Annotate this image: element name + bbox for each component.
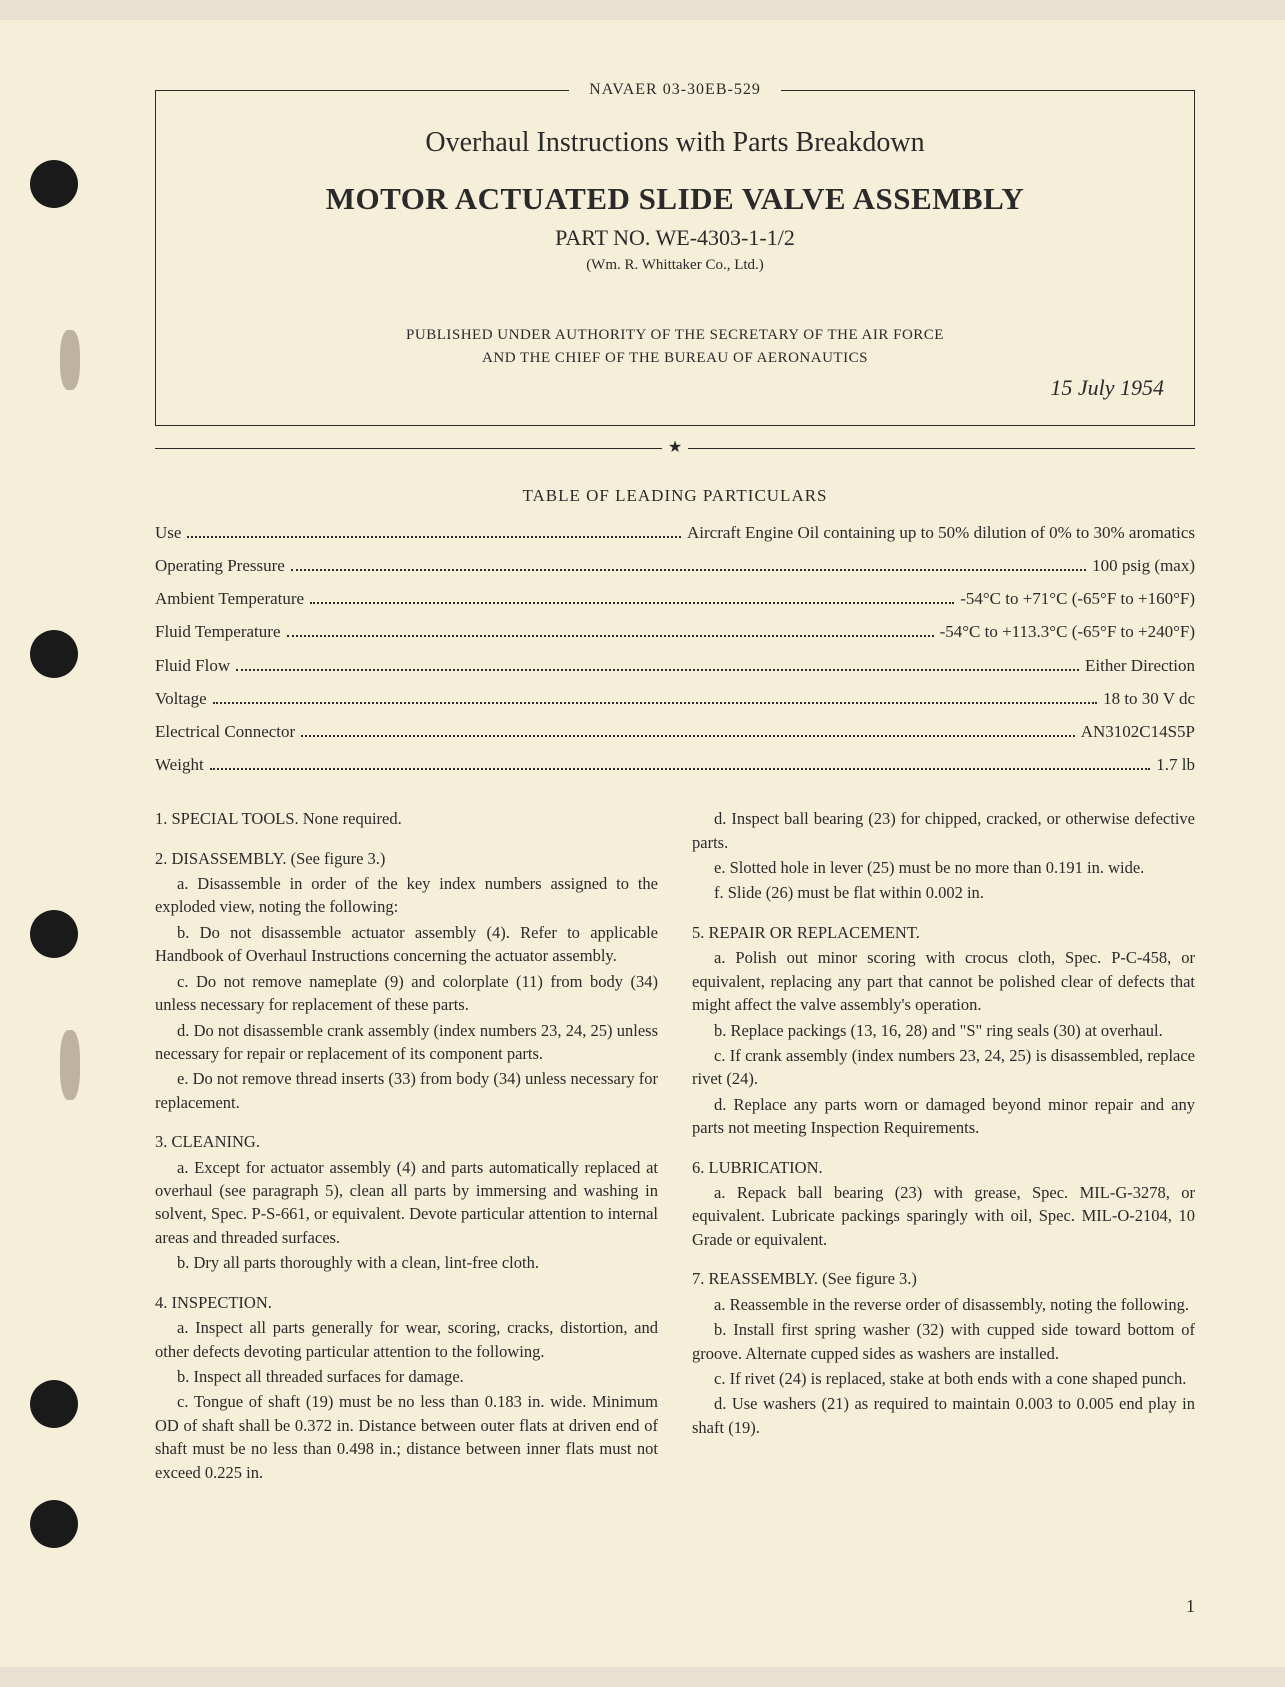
body-paragraph: a. Except for actuator assembly (4) and … (155, 1156, 658, 1250)
particulars-value: Either Direction (1085, 649, 1195, 682)
document-subtitle: Overhaul Instructions with Parts Breakdo… (186, 127, 1164, 159)
publication-date: 15 July 1954 (186, 375, 1164, 401)
particulars-label: Electrical Connector (155, 715, 295, 748)
particulars-row: Operating Pressure 100 psig (max) (155, 549, 1195, 582)
particulars-row: Electrical Connector AN3102C14S5P (155, 715, 1195, 748)
leader-dots (301, 735, 1075, 737)
punch-hole (30, 630, 78, 678)
section-heading: 3. CLEANING. (155, 1130, 658, 1153)
body-paragraph: b. Replace packings (13, 16, 28) and "S"… (692, 1019, 1195, 1042)
body-paragraph: d. Inspect ball bearing (23) for chipped… (692, 807, 1195, 854)
particulars-label: Weight (155, 748, 204, 781)
body-paragraph: e. Do not remove thread inserts (33) fro… (155, 1067, 658, 1114)
authority-line: PUBLISHED UNDER AUTHORITY OF THE SECRETA… (186, 324, 1164, 347)
body-paragraph: c. If rivet (24) is replaced, stake at b… (692, 1367, 1195, 1390)
body-paragraph: a. Polish out minor scoring with crocus … (692, 946, 1195, 1016)
particulars-value: -54°C to +113.3°C (-65°F to +240°F) (940, 615, 1195, 648)
body-paragraph: a. Reassemble in the reverse order of di… (692, 1293, 1195, 1316)
body-paragraph: c. Do not remove nameplate (9) and color… (155, 970, 658, 1017)
particulars-value: 1.7 lb (1156, 748, 1195, 781)
particulars-row: Use Aircraft Engine Oil containing up to… (155, 516, 1195, 549)
section-heading: 1. SPECIAL TOOLS. None required. (155, 807, 658, 830)
particulars-value: -54°C to +71°C (-65°F to +160°F) (960, 582, 1195, 615)
body-text: 1. SPECIAL TOOLS. None required. 2. DISA… (155, 807, 1195, 1484)
section-heading: 7. REASSEMBLY. (See figure 3.) (692, 1267, 1195, 1290)
particulars-label: Fluid Flow (155, 649, 230, 682)
section-heading: 6. LUBRICATION. (692, 1156, 1195, 1179)
body-paragraph: b. Inspect all threaded surfaces for dam… (155, 1365, 658, 1388)
particulars-heading: TABLE OF LEADING PARTICULARS (155, 486, 1195, 506)
manufacturer: (Wm. R. Whittaker Co., Ltd.) (186, 257, 1164, 274)
body-paragraph: a. Inspect all parts generally for wear,… (155, 1316, 658, 1363)
leader-dots (187, 536, 681, 538)
authority-line: AND THE CHIEF OF THE BUREAU OF AERONAUTI… (186, 347, 1164, 370)
title-block: NAVAER 03-30EB-529 Overhaul Instructions… (155, 90, 1195, 426)
page-number: 1 (1186, 1596, 1195, 1617)
document-page: NAVAER 03-30EB-529 Overhaul Instructions… (0, 20, 1285, 1667)
particulars-label: Use (155, 516, 181, 549)
body-paragraph: b. Dry all parts thoroughly with a clean… (155, 1251, 658, 1274)
body-paragraph: b. Do not disassemble actuator assembly … (155, 921, 658, 968)
particulars-row: Voltage 18 to 30 V dc (155, 682, 1195, 715)
paper-damage (60, 330, 80, 390)
leader-dots (310, 602, 954, 604)
particulars-label: Ambient Temperature (155, 582, 304, 615)
body-paragraph: d. Use washers (21) as required to maint… (692, 1392, 1195, 1439)
body-paragraph: f. Slide (26) must be flat within 0.002 … (692, 881, 1195, 904)
body-paragraph: d. Replace any parts worn or damaged bey… (692, 1093, 1195, 1140)
leader-dots (210, 768, 1151, 770)
body-paragraph: c. Tongue of shaft (19) must be no less … (155, 1390, 658, 1484)
punch-hole (30, 160, 78, 208)
particulars-row: Weight 1.7 lb (155, 748, 1195, 781)
particulars-value: Aircraft Engine Oil containing up to 50%… (687, 516, 1195, 549)
publication-authority: PUBLISHED UNDER AUTHORITY OF THE SECRETA… (186, 324, 1164, 369)
particulars-value: 100 psig (max) (1092, 549, 1195, 582)
body-paragraph: a. Repack ball bearing (23) with grease,… (692, 1181, 1195, 1251)
particulars-label: Voltage (155, 682, 207, 715)
particulars-value: AN3102C14S5P (1081, 715, 1195, 748)
punch-hole (30, 910, 78, 958)
particulars-row: Ambient Temperature -54°C to +71°C (-65°… (155, 582, 1195, 615)
leader-dots (236, 669, 1079, 671)
section-heading: 2. DISASSEMBLY. (See figure 3.) (155, 847, 658, 870)
punch-hole (30, 1500, 78, 1548)
divider: ★ (155, 440, 1195, 456)
particulars-value: 18 to 30 V dc (1103, 682, 1195, 715)
body-paragraph: c. If crank assembly (index numbers 23, … (692, 1044, 1195, 1091)
particulars-row: Fluid Flow Either Direction (155, 649, 1195, 682)
section-heading: 5. REPAIR OR REPLACEMENT. (692, 921, 1195, 944)
particulars-label: Fluid Temperature (155, 615, 281, 648)
body-paragraph: a. Disassemble in order of the key index… (155, 872, 658, 919)
paper-damage (60, 1030, 80, 1100)
body-paragraph: d. Do not disassemble crank assembly (in… (155, 1019, 658, 1066)
leader-dots (291, 569, 1086, 571)
document-id: NAVAER 03-30EB-529 (569, 81, 781, 99)
particulars-label: Operating Pressure (155, 549, 285, 582)
leader-dots (213, 702, 1097, 704)
punch-hole (30, 1380, 78, 1428)
part-number: PART NO. WE-4303-1-1/2 (186, 225, 1164, 251)
document-title: MOTOR ACTUATED SLIDE VALVE ASSEMBLY (186, 181, 1164, 217)
body-paragraph: b. Install first spring washer (32) with… (692, 1318, 1195, 1365)
star-icon: ★ (662, 440, 688, 456)
particulars-table: Use Aircraft Engine Oil containing up to… (155, 516, 1195, 781)
particulars-row: Fluid Temperature -54°C to +113.3°C (-65… (155, 615, 1195, 648)
leader-dots (287, 635, 934, 637)
section-heading: 4. INSPECTION. (155, 1291, 658, 1314)
body-paragraph: e. Slotted hole in lever (25) must be no… (692, 856, 1195, 879)
